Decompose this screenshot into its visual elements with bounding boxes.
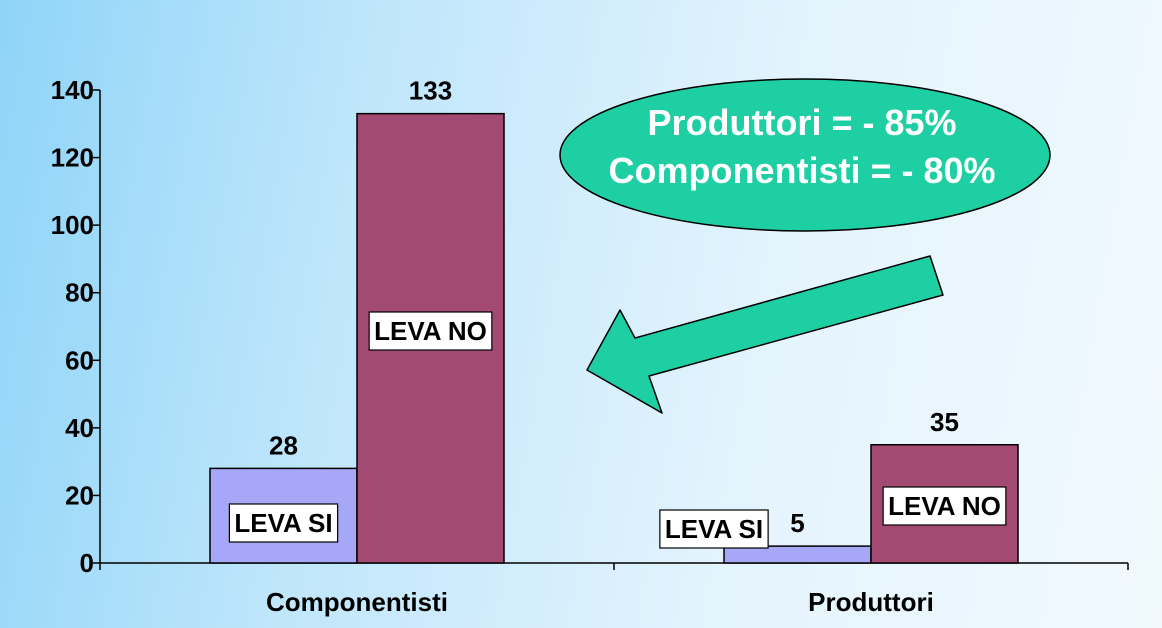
series-tag-box bbox=[882, 486, 1007, 526]
y-tick-label: 40 bbox=[65, 413, 94, 443]
x-category-label: Componentisti bbox=[266, 587, 448, 617]
bar bbox=[723, 545, 872, 564]
series-tag-box bbox=[228, 503, 339, 543]
series-tag-leva-no: LEVA NO bbox=[368, 311, 493, 351]
series-tag-leva-no: LEVA NO bbox=[882, 486, 1007, 526]
series-tag-text: LEVA SI bbox=[234, 508, 332, 538]
data-label: 133 bbox=[409, 76, 452, 106]
labels: Componentisti Produttori 28 133 5 35 LEVA SI LE… bbox=[228, 76, 1007, 617]
series-tag-text: LEVA SI bbox=[665, 514, 763, 544]
callout-ellipse bbox=[559, 78, 1051, 232]
callout-line-2: Componentisti = - 80% bbox=[608, 150, 995, 191]
series-tag-box bbox=[659, 509, 769, 549]
series-tag-text: LEVA NO bbox=[374, 316, 487, 346]
data-label: 5 bbox=[790, 508, 804, 538]
series-tag-box bbox=[368, 311, 493, 351]
callout-line-1: Produttori = - 85% bbox=[647, 102, 956, 143]
y-tick-label: 140 bbox=[51, 75, 94, 105]
y-tick-label: 0 bbox=[80, 548, 94, 578]
x-category-label: Produttori bbox=[808, 587, 934, 617]
arrow-icon bbox=[586, 255, 944, 414]
y-tick-label: 60 bbox=[65, 345, 94, 375]
data-label: 35 bbox=[930, 407, 959, 437]
y-tick-label: 20 bbox=[65, 480, 94, 510]
series-tag-leva-si: LEVA SI bbox=[659, 509, 769, 549]
callout: Produttori = - 85% Componentisti = - 80% bbox=[559, 78, 1051, 232]
axes: 0 20 40 60 80 100 120 140 bbox=[51, 75, 1129, 578]
series-tag-text: LEVA NO bbox=[888, 491, 1001, 521]
y-tick-label: 80 bbox=[65, 278, 94, 308]
series-tag-leva-si: LEVA SI bbox=[228, 503, 339, 543]
y-tick-label: 120 bbox=[51, 143, 94, 173]
y-tick-label: 100 bbox=[51, 210, 94, 240]
data-label: 28 bbox=[269, 430, 298, 460]
